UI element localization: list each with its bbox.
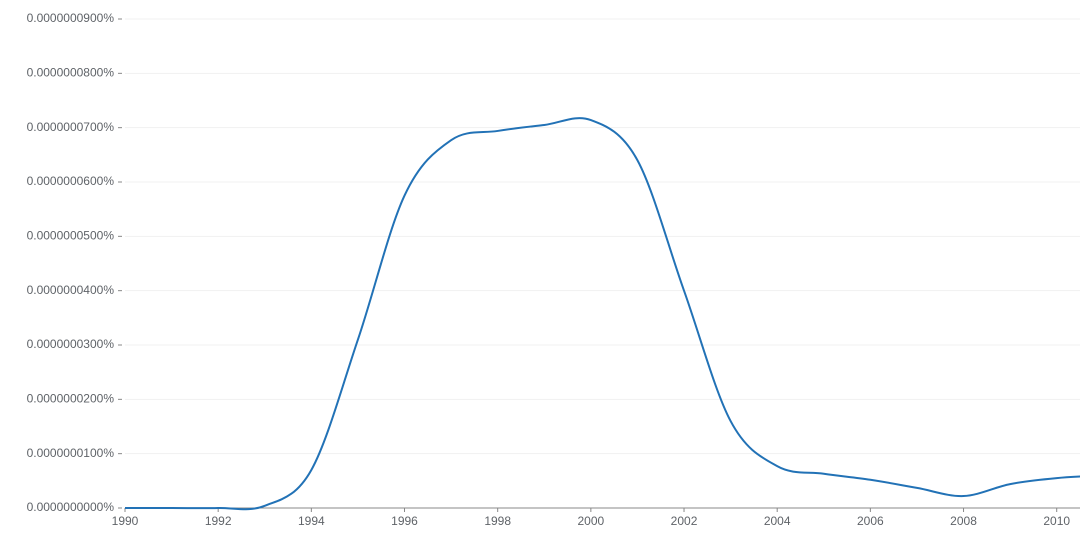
- y-tick-label: 0.0000000200%: [27, 392, 115, 406]
- y-tick-label: 0.0000000000%: [27, 500, 115, 514]
- y-tick-label: 0.0000000300%: [27, 337, 115, 351]
- y-tick-label: 0.0000000400%: [27, 283, 115, 297]
- x-tick-label: 2000: [578, 514, 605, 528]
- x-tick-label: 1992: [205, 514, 232, 528]
- y-tick-label: 0.0000000900%: [27, 11, 115, 25]
- x-tick-label: 2006: [857, 514, 884, 528]
- x-tick-label: 1990: [112, 514, 139, 528]
- series-line: [125, 117, 1080, 511]
- x-tick-label: 2002: [671, 514, 698, 528]
- x-tick-label: 2008: [950, 514, 977, 528]
- y-tick-label: 0.0000000800%: [27, 66, 115, 80]
- y-tick-label: 0.0000000500%: [27, 229, 115, 243]
- x-tick-label: 1996: [391, 514, 418, 528]
- x-tick-label: 2010: [1043, 514, 1070, 528]
- x-tick-label: 2004: [764, 514, 791, 528]
- y-tick-label: 0.0000000100%: [27, 446, 115, 460]
- x-tick-label: 1998: [484, 514, 511, 528]
- y-tick-label: 0.0000000600%: [27, 174, 115, 188]
- x-tick-label: 1994: [298, 514, 325, 528]
- y-tick-label: 0.0000000700%: [27, 120, 115, 134]
